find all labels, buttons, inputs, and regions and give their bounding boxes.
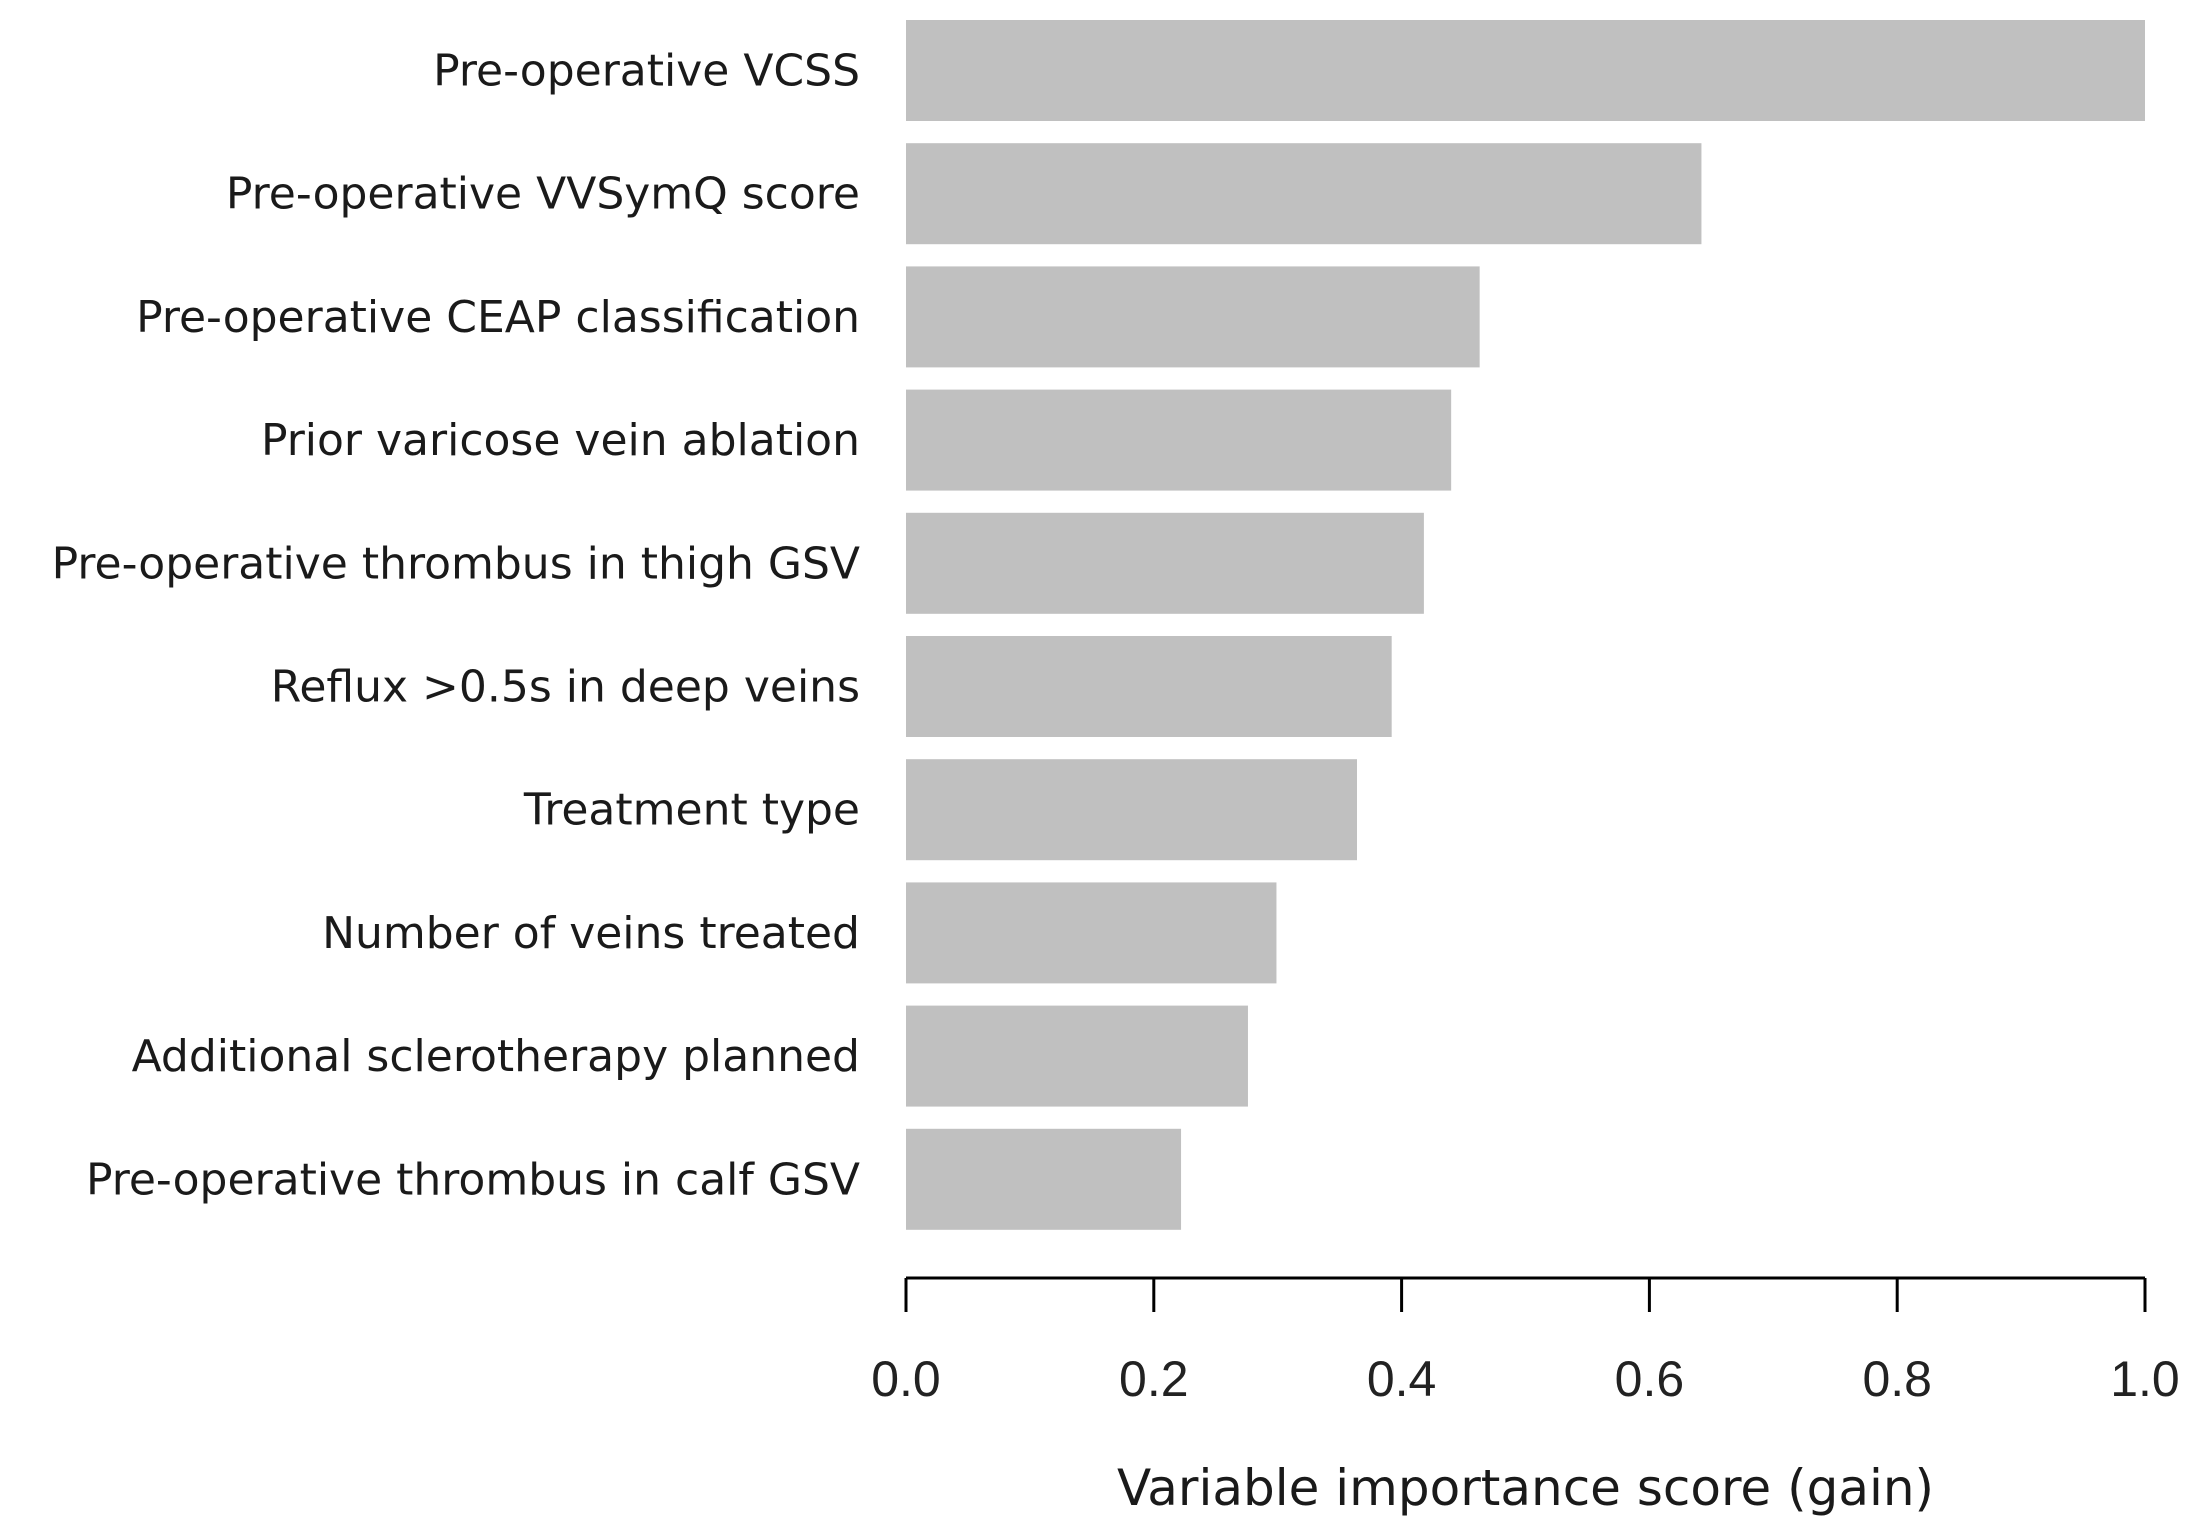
bar-1 [906, 143, 1702, 245]
x-axis-title: Variable importance score (gain) [1117, 1459, 1934, 1517]
x-tick-label-3: 0.6 [1615, 1351, 1685, 1407]
category-label-4: Pre-operative thrombus in thigh GSV [52, 538, 860, 589]
bar-6 [906, 759, 1357, 861]
category-label-0: Pre-operative VCSS [433, 46, 860, 97]
x-tick-label-0: 0.0 [871, 1351, 941, 1407]
bar-9 [906, 1128, 1182, 1230]
category-label-3: Prior varicose vein ablation [261, 415, 860, 466]
bar-3 [906, 389, 1452, 491]
bars-group [906, 20, 2145, 1230]
bar-0 [906, 20, 2145, 121]
x-tick-label-1: 0.2 [1119, 1351, 1189, 1407]
category-labels-group: Pre-operative VCSS Pre-operative VVSymQ s… [52, 46, 860, 1206]
x-tick-label-5: 1.0 [2110, 1351, 2180, 1407]
bar-7 [906, 882, 1277, 984]
category-label-1: Pre-operative VVSymQ score [226, 169, 860, 220]
x-axis: 0.0 0.2 0.4 0.6 0.8 1.0 [871, 1276, 2180, 1407]
category-label-9: Pre-operative thrombus in calf GSV [86, 1154, 860, 1205]
category-label-2: Pre-operative CEAP classification [136, 292, 860, 343]
x-tick-label-2: 0.4 [1367, 1351, 1437, 1407]
category-label-8: Additional sclerotherapy planned [132, 1031, 860, 1082]
category-label-7: Number of veins treated [322, 908, 860, 959]
bar-8 [906, 1005, 1248, 1107]
category-label-5: Reflux >0.5s in deep veins [271, 662, 860, 713]
bar-2 [906, 266, 1480, 368]
bar-5 [906, 636, 1392, 737]
category-label-6: Treatment type [523, 785, 860, 836]
bar-4 [906, 512, 1424, 614]
x-tick-label-4: 0.8 [1862, 1351, 1932, 1407]
